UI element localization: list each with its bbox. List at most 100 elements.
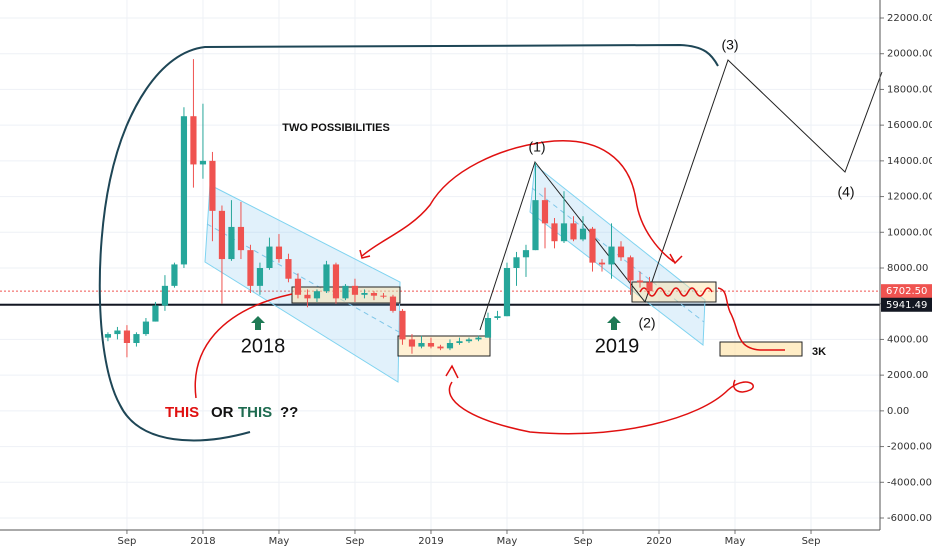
annotations: TWO POSSIBILITIES (1) (2) (3) (4) 2018 2… (165, 37, 855, 421)
candle-body (494, 316, 501, 318)
candle-body (522, 250, 530, 258)
y-tick-label: 10000.00 (887, 227, 932, 238)
candle-body (560, 223, 568, 242)
y-tick-label: 14000.00 (887, 156, 932, 167)
arrowhead (359, 249, 683, 265)
x-tick-label: Sep (118, 536, 137, 547)
annotation: OR (211, 404, 234, 421)
y-tick-label: 18000.00 (887, 84, 932, 95)
x-tick-label: 2018 (190, 536, 215, 547)
grid (0, 0, 880, 530)
candle-body (256, 268, 264, 286)
candle-body (503, 268, 511, 317)
candle-body (427, 343, 435, 347)
candle-body (199, 160, 207, 165)
annotation: (3) (721, 37, 738, 53)
candle-body (579, 228, 587, 240)
y-tick-label: -4000.00 (887, 477, 932, 488)
candle-body (446, 343, 454, 349)
x-tick-label: 2020 (646, 536, 671, 547)
up-arrow (251, 316, 265, 330)
candles (104, 59, 653, 358)
y-tick-label: 22000.00 (887, 13, 932, 24)
candle-body (475, 337, 482, 340)
candle-body (152, 305, 159, 322)
candle-body (114, 330, 121, 335)
candle-body (237, 226, 245, 251)
candle-body (541, 200, 549, 224)
x-tick-label: Sep (346, 536, 365, 547)
annotation: (4) (837, 184, 854, 200)
annotation: (1) (528, 139, 545, 155)
up-arrow (607, 316, 621, 330)
zone (719, 341, 803, 357)
arrow (361, 140, 675, 263)
annotation: THIS (238, 404, 272, 421)
candle-body (123, 330, 131, 343)
candle-body (598, 262, 606, 265)
y-tick-label: 0.00 (887, 406, 909, 417)
candle-body (190, 116, 197, 165)
candle-body (266, 246, 273, 268)
annotation: TWO POSSIBILITIES (282, 122, 390, 134)
candle-body (589, 228, 596, 263)
candle-body (399, 310, 406, 340)
candle-body (617, 246, 625, 258)
arrow (445, 364, 754, 435)
arrow (717, 287, 785, 351)
candle-body (456, 341, 463, 343)
candle-body (171, 264, 178, 286)
candle-body (104, 334, 112, 338)
annotation: 2018 (241, 335, 286, 357)
candle-body (209, 160, 216, 211)
candle-body (142, 321, 150, 335)
x-tick-label: May (269, 536, 290, 547)
candle-body (370, 293, 378, 296)
candle-body (275, 246, 283, 260)
price-tag (881, 284, 932, 299)
y-tick-label: 20000.00 (887, 49, 932, 60)
candle-body (247, 250, 254, 286)
annotation: ?? (280, 404, 298, 421)
y-tick-label: 12000.00 (887, 192, 932, 203)
drawings (98, 43, 883, 442)
candle-body (228, 226, 235, 260)
x-tick-label: Sep (802, 536, 821, 547)
wave (479, 59, 883, 331)
candle-body (332, 264, 340, 299)
y-tick-label: 4000.00 (887, 334, 928, 345)
candle-body (342, 285, 349, 299)
y-tick-label: 2000.00 (887, 370, 928, 381)
candle-body (351, 285, 359, 295)
candle-body (484, 318, 492, 338)
squiggle (639, 287, 713, 297)
candle-body (513, 257, 520, 268)
x-tick-label: 2019 (418, 536, 443, 547)
candle-body (294, 278, 302, 295)
candle-body (323, 264, 330, 292)
x-tick-label: Sep (574, 536, 593, 547)
candle-body (437, 346, 444, 349)
candle-body (627, 257, 634, 281)
candle-body (389, 296, 397, 311)
candle-body (551, 223, 558, 242)
x-tick-label: May (725, 536, 746, 547)
candle-body (408, 339, 416, 347)
candle-body (418, 343, 425, 347)
channel (204, 184, 401, 383)
candle-body (133, 334, 140, 343)
candle-body (646, 282, 653, 292)
bracket (98, 43, 719, 442)
candle-body (285, 259, 292, 279)
candle-body (465, 339, 473, 342)
y-tick-label: 16000.00 (887, 120, 932, 131)
candle-body (636, 280, 644, 283)
price-tag (881, 297, 932, 312)
candle-body (218, 210, 226, 260)
y-tick-label: 8000.00 (887, 263, 928, 274)
y-tick-label: -2000.00 (887, 442, 932, 453)
candle-body (180, 116, 188, 265)
candle-body (532, 200, 539, 251)
